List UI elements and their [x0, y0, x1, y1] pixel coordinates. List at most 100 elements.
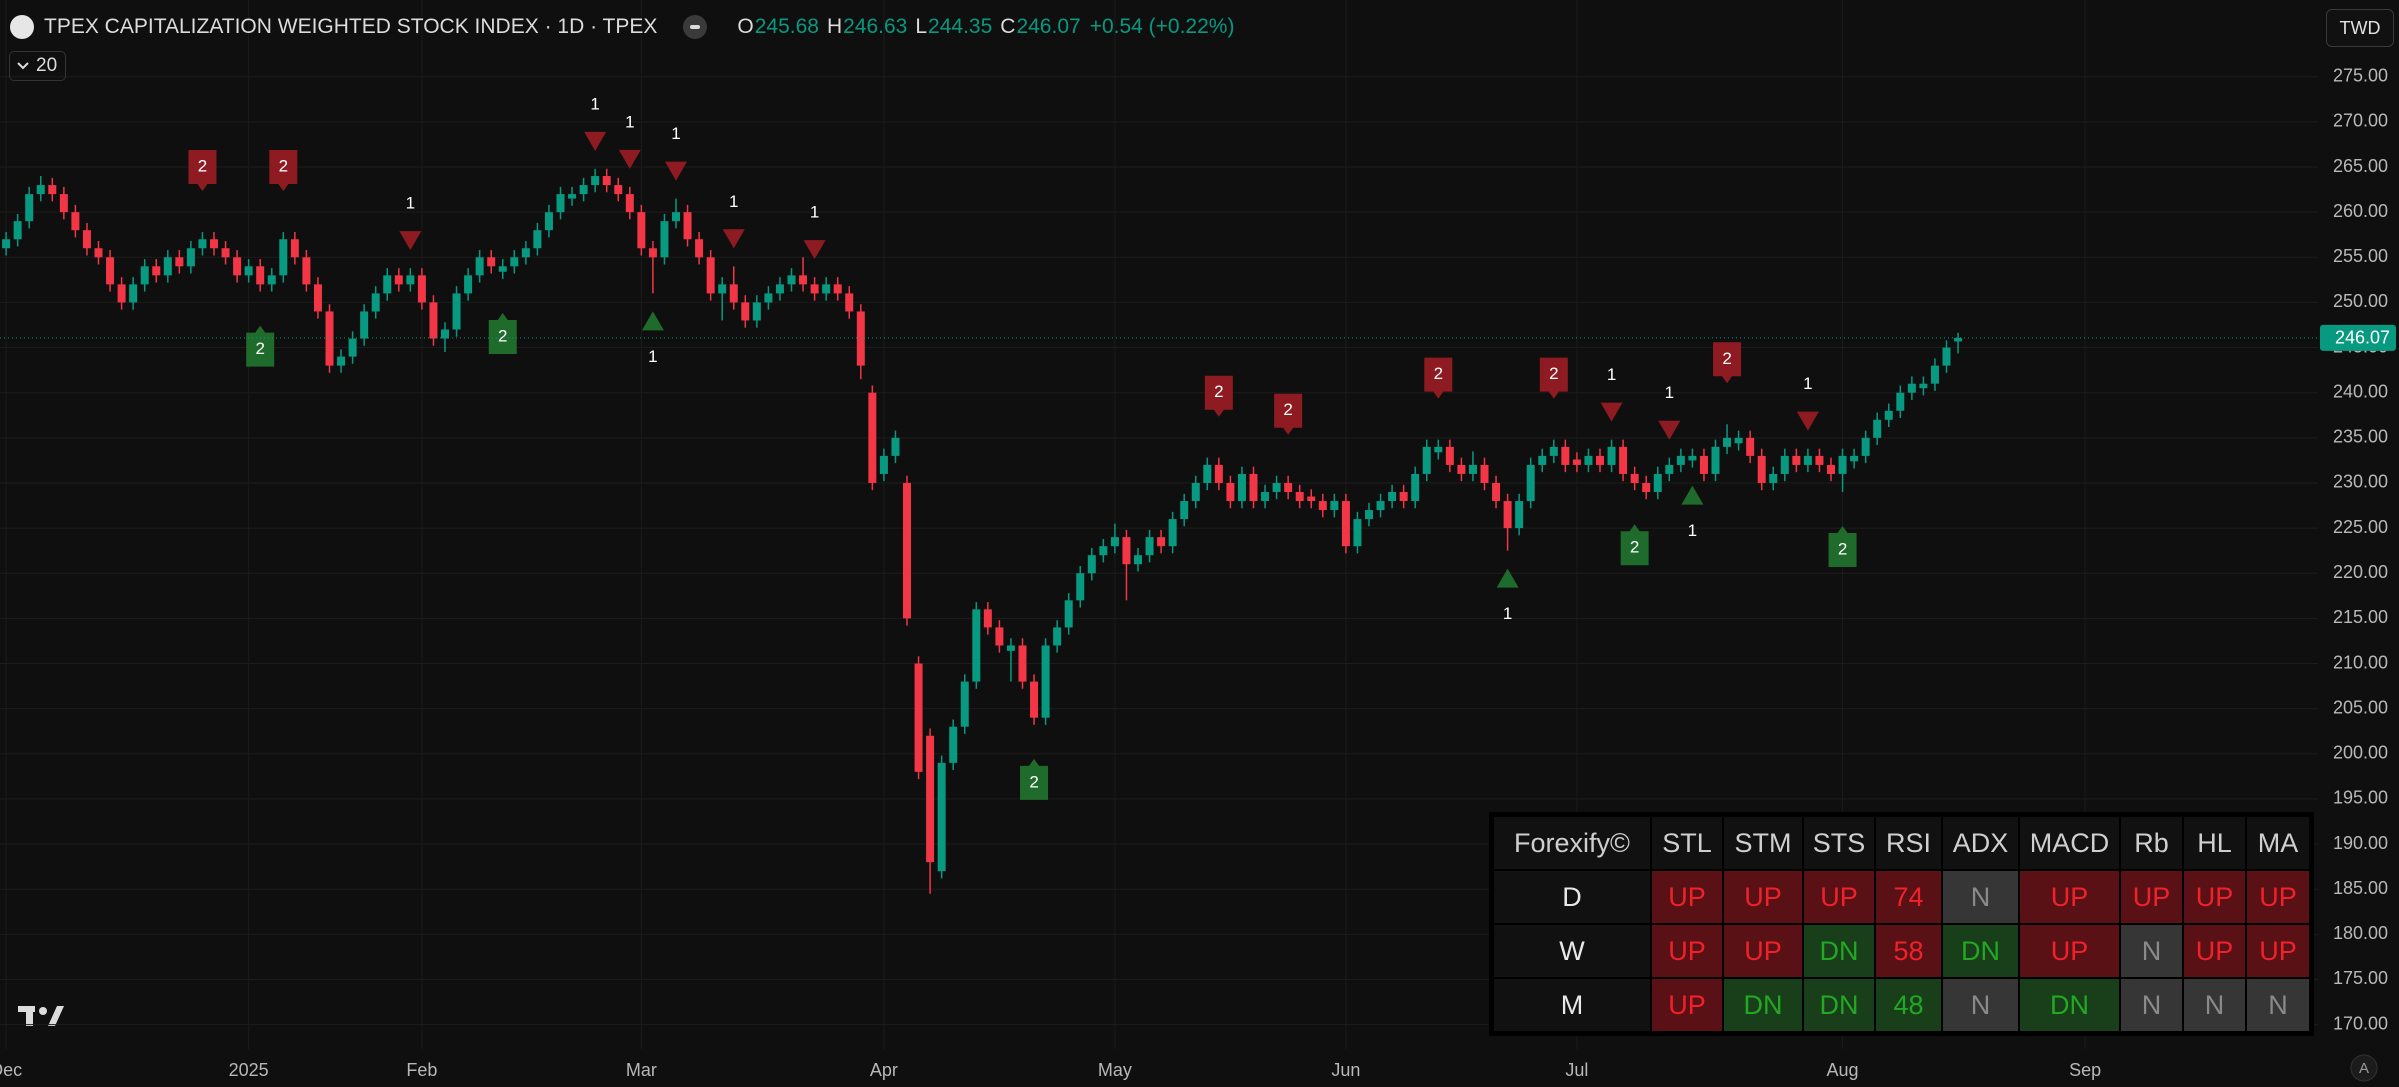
- candle-body: [1399, 492, 1408, 502]
- signal-label: 2: [498, 326, 507, 345]
- candle-body: [845, 293, 854, 312]
- candle-body: [1549, 446, 1558, 456]
- y-tick-label: 230.00: [2333, 472, 2388, 492]
- signal-triangle: [641, 311, 664, 331]
- candle-body: [1492, 482, 1501, 502]
- signal-triangle: [1496, 568, 1519, 588]
- y-tick-label: 195.00: [2333, 788, 2388, 808]
- candle-body: [441, 329, 449, 339]
- candle-body: [1503, 501, 1512, 529]
- candle-body: [648, 248, 657, 258]
- candle-body: [1850, 455, 1859, 462]
- candle-body: [13, 221, 22, 240]
- signal-label: 2: [255, 339, 264, 358]
- auto-scale-label[interactable]: A: [2359, 1060, 2369, 1077]
- candle-body: [1272, 482, 1281, 493]
- candle-body: [695, 239, 704, 258]
- candle-body: [764, 293, 773, 303]
- candle-body: [244, 266, 253, 276]
- candle-body: [1341, 501, 1350, 547]
- signal-cell: 48: [1876, 979, 1941, 1031]
- signal-cell: UP: [2121, 871, 2182, 923]
- candle-body: [1526, 464, 1535, 502]
- candle-body: [313, 284, 322, 312]
- candle-body: [1723, 437, 1732, 447]
- signal-label: 1: [1803, 374, 1812, 393]
- candle-body: [510, 257, 519, 267]
- candle-body: [1954, 337, 1963, 342]
- signal-flag: [1828, 526, 1857, 568]
- candle-body: [1803, 455, 1812, 465]
- currency-button[interactable]: TWD: [2326, 9, 2394, 47]
- y-tick-label: 170.00: [2333, 1013, 2388, 1033]
- candle-body: [498, 266, 507, 272]
- signal-flag: [269, 150, 298, 192]
- candle-body: [1157, 537, 1166, 547]
- row-label: M: [1494, 979, 1650, 1031]
- candle-body: [1134, 555, 1142, 565]
- indicator-toggle[interactable]: 20: [9, 51, 67, 81]
- candle-body: [1168, 519, 1177, 547]
- candle-body: [256, 266, 265, 285]
- candle-body: [1284, 482, 1293, 493]
- x-tick-label: Aug: [1827, 1060, 1859, 1080]
- candle-body: [383, 275, 392, 294]
- tv-logo: [18, 1006, 64, 1026]
- candle-body: [1330, 501, 1339, 511]
- signal-triangle: [1681, 485, 1704, 505]
- candle-body: [949, 726, 958, 763]
- candle-body: [1145, 537, 1154, 556]
- ohlc-value: 246.63: [843, 15, 908, 38]
- candle-body: [1630, 473, 1639, 483]
- ohlc-value: 246.07: [1016, 15, 1081, 38]
- header-cell: MA: [2247, 817, 2309, 869]
- header: TPEX CAPITALIZATION WEIGHTED STOCK INDEX…: [10, 8, 1234, 46]
- candle-body: [1919, 383, 1928, 389]
- candle-body: [741, 302, 750, 321]
- candle-body: [163, 257, 172, 276]
- signal-label: 2: [1283, 400, 1292, 419]
- candle-body: [1006, 645, 1015, 651]
- candle-body: [1827, 464, 1835, 474]
- table-row: M UP DN DN 48 N DN N N N: [1494, 979, 2309, 1031]
- ohlc-key: C: [1000, 15, 1016, 38]
- signal-label: 2: [1722, 349, 1731, 368]
- candle-body: [1642, 482, 1651, 493]
- candle-body: [59, 194, 68, 213]
- candle-body: [48, 185, 57, 195]
- signal-table: Forexify© STL STM STS RSI ADX MACD Rb HL MA D UP UP U…: [1489, 812, 2314, 1036]
- candle-body: [325, 311, 334, 366]
- candle-body: [683, 212, 692, 240]
- signal-label: 2: [1029, 772, 1038, 791]
- candle-body: [1896, 392, 1905, 411]
- signal-label: 1: [1665, 383, 1674, 402]
- candle-body: [556, 194, 565, 213]
- candle-body: [775, 284, 784, 294]
- signal-label: 1: [648, 347, 657, 366]
- candle-body: [1191, 482, 1200, 502]
- candle-body: [175, 257, 184, 267]
- candle-body: [1087, 555, 1096, 574]
- candle-body: [1619, 446, 1628, 474]
- auto-scale-button[interactable]: [2350, 1054, 2378, 1082]
- signal-flag: [488, 312, 517, 354]
- ohlc-key: L: [915, 15, 928, 38]
- ohlc-key: O: [737, 15, 754, 38]
- table-row: W UP UP DN 58 DN UP N UP UP: [1494, 925, 2309, 977]
- candle-body: [1122, 537, 1131, 565]
- candle-body: [1688, 455, 1697, 461]
- signal-flag: [188, 150, 217, 192]
- candle-body: [1746, 437, 1755, 456]
- candle-body: [1318, 501, 1327, 511]
- collapse-button[interactable]: [683, 15, 708, 39]
- y-tick-label: 225.00: [2333, 517, 2388, 537]
- signal-cell: DN: [1804, 925, 1874, 977]
- signal-cell: UP: [2020, 925, 2119, 977]
- candle-body: [1930, 365, 1939, 384]
- ohlc-value: 245.68: [754, 15, 819, 38]
- x-tick-label: Sep: [2069, 1060, 2101, 1080]
- price-tag-label: 246.07: [2335, 328, 2390, 348]
- candle-body: [568, 194, 577, 199]
- signal-flag: [1620, 524, 1649, 566]
- signal-flag: [1713, 342, 1742, 384]
